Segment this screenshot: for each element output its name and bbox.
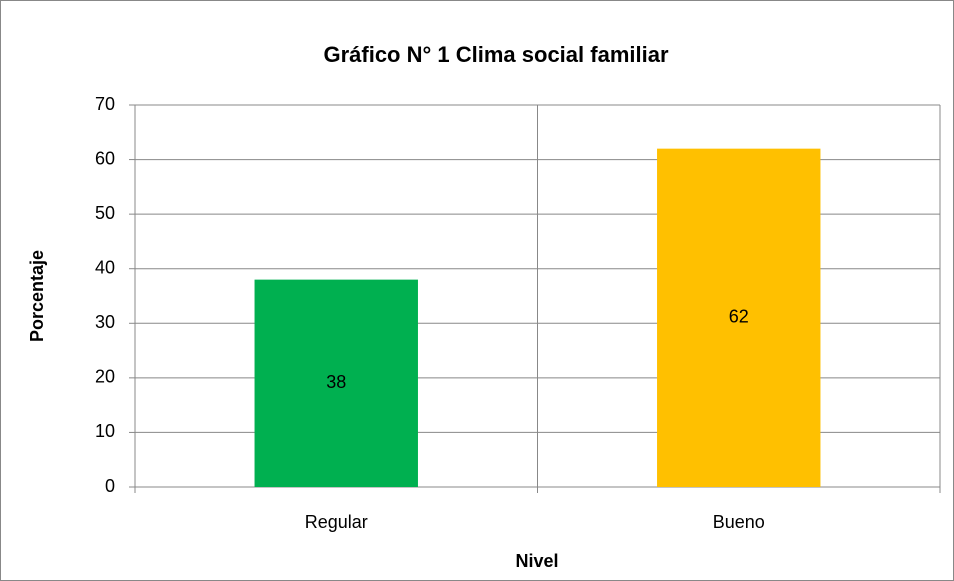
y-axis-label: Porcentaje — [27, 250, 47, 342]
bar — [254, 279, 418, 487]
chart-title: Gráfico N° 1 Clima social familiar — [323, 42, 668, 67]
bar — [657, 148, 821, 487]
x-axis-label: Nivel — [515, 551, 558, 571]
y-tick-label: 40 — [95, 257, 115, 277]
y-tick-label: 0 — [105, 476, 115, 496]
y-tick-label: 60 — [95, 148, 115, 168]
y-tick-label: 20 — [95, 367, 115, 387]
data-label: 38 — [326, 372, 346, 392]
y-tick-label: 30 — [95, 312, 115, 332]
x-tick-label: Bueno — [713, 512, 765, 532]
data-label: 62 — [729, 307, 749, 327]
y-tick-label: 70 — [95, 94, 115, 114]
x-tick-label: Regular — [305, 512, 368, 532]
y-tick-label: 10 — [95, 421, 115, 441]
y-tick-label: 50 — [95, 203, 115, 223]
